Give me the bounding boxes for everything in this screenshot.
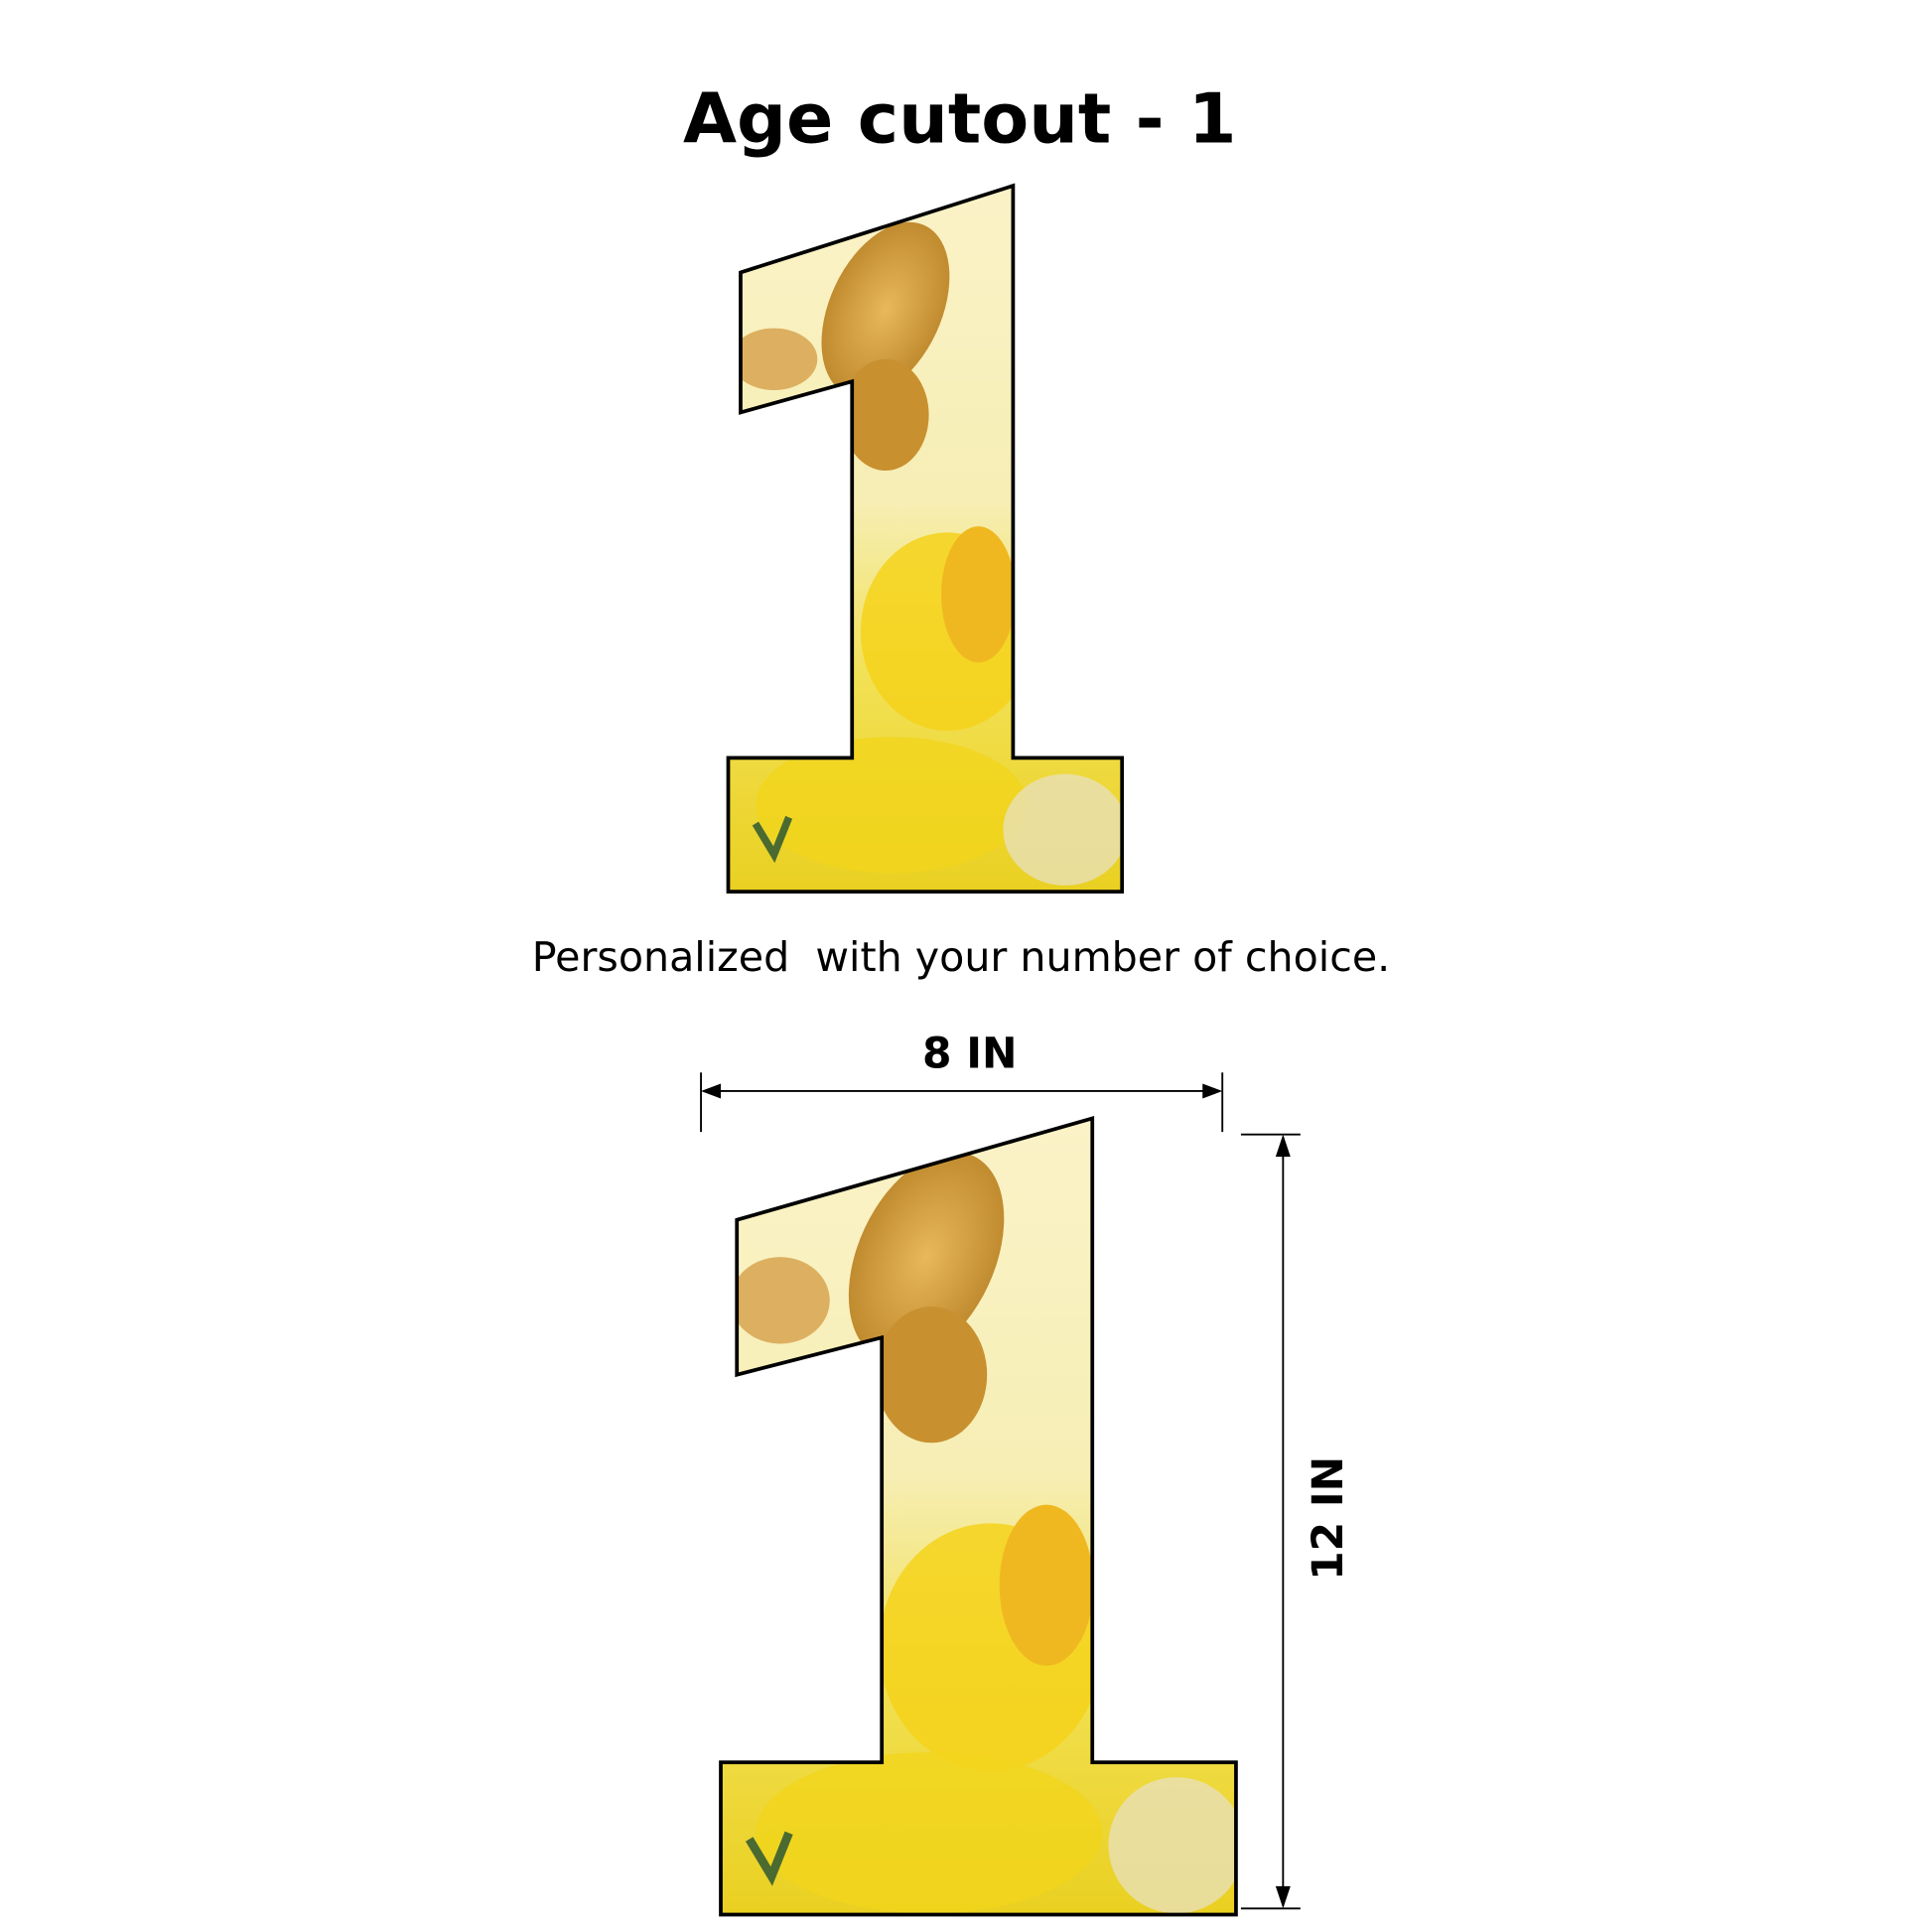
width-label: 8 IN <box>922 1030 1018 1078</box>
number-one-cutout-small <box>726 183 1125 895</box>
width-dimension: 8 IN <box>700 1030 1224 1133</box>
height-label: 12 IN <box>1305 1456 1353 1581</box>
subtitle: Personalized with your number of choice. <box>532 933 1390 981</box>
number-one-cutout-large <box>719 1115 1238 1917</box>
page-title: Age cutout - 1 <box>683 78 1237 159</box>
height-dimension: 12 IN <box>1240 1133 1353 1910</box>
